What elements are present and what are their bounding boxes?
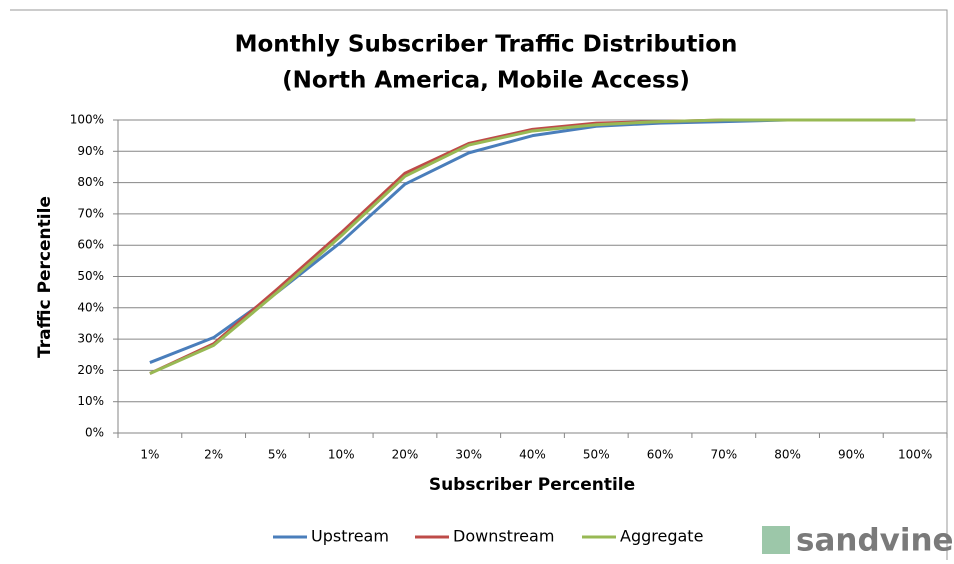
y-tick-label: 100% [70,113,104,127]
y-tick-label: 30% [77,332,104,346]
y-tick-label: 50% [77,269,104,283]
chart-subtitle: (North America, Mobile Access) [282,68,690,94]
x-tick-label: 100% [898,448,932,462]
series-line [149,118,916,375]
y-tick-label: 70% [77,206,104,220]
x-axis-label: Subscriber Percentile [429,475,635,495]
x-tick-label: 70% [710,448,737,462]
x-tick-label: 10% [328,448,355,462]
x-tick-label: 80% [774,448,801,462]
logo-icon [762,526,790,554]
x-tick-label: 50% [583,448,610,462]
x-tick-label: 30% [455,448,482,462]
x-tick-label: 5% [268,448,287,462]
x-tick-label: 1% [140,448,159,462]
y-tick-label: 0% [85,426,104,440]
y-tick-label: 10% [77,394,104,408]
x-tick-label: 2% [204,448,223,462]
y-tick-label: 60% [77,238,104,252]
x-tick-label: 40% [519,448,546,462]
y-tick-label: 90% [77,144,104,158]
x-tick-label: 60% [647,448,674,462]
logo: sandvine [796,523,954,559]
legend-label: Upstream [311,527,389,546]
legend-label: Downstream [453,527,554,546]
y-tick-label: 80% [77,175,104,189]
y-axis-label: Traffic Percentile [35,196,55,358]
chart-title: Monthly Subscriber Traffic Distribution [235,32,738,58]
x-tick-label: 90% [838,448,865,462]
x-tick-label: 20% [392,448,419,462]
y-tick-label: 20% [77,363,104,377]
legend-label: Aggregate [620,527,703,546]
chart-border [10,9,948,560]
y-tick-label: 40% [77,300,104,314]
